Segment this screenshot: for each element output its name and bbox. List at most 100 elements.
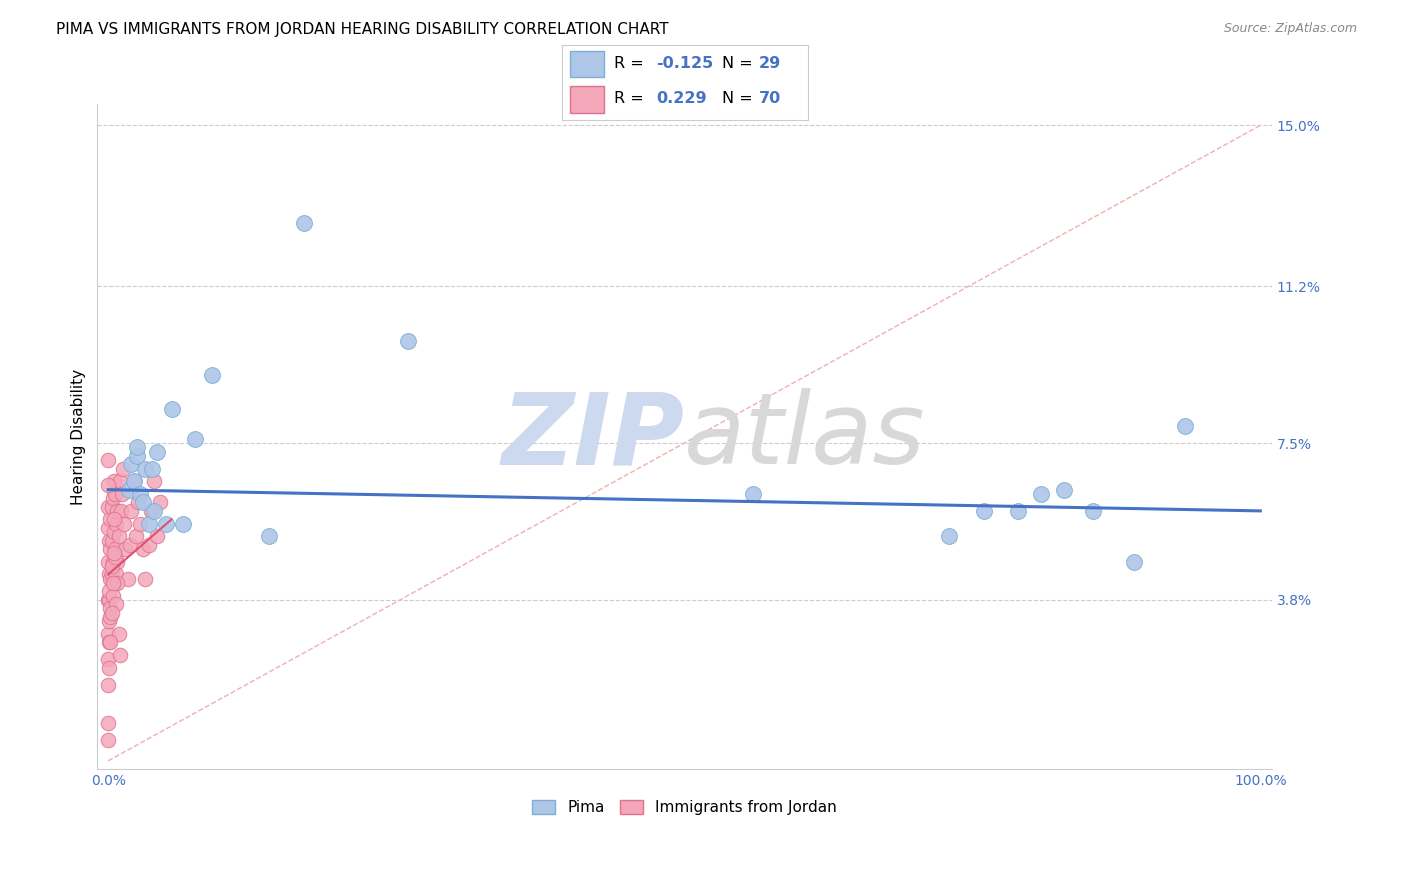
Y-axis label: Hearing Disability: Hearing Disability [72, 368, 86, 505]
Point [742, 487, 765, 501]
Point [97, 677, 120, 691]
Point [1083, 504, 1105, 518]
Point [973, 504, 995, 518]
Point [105, 504, 128, 518]
Point [143, 474, 166, 488]
Point [120, 504, 142, 518]
Point [149, 495, 172, 509]
Point [101, 575, 124, 590]
Point [120, 538, 142, 552]
Point [97, 521, 120, 535]
Point [138, 516, 160, 531]
Point [97, 732, 120, 747]
Point [103, 524, 125, 539]
Text: N =: N = [723, 91, 758, 106]
Point [103, 546, 125, 560]
Point [112, 461, 135, 475]
Point [97, 453, 120, 467]
Point [183, 432, 205, 446]
Point [97, 652, 120, 666]
Point [138, 538, 160, 552]
Point [100, 533, 122, 548]
Point [129, 516, 152, 531]
Point [98, 660, 121, 674]
Point [105, 597, 128, 611]
Text: R =: R = [614, 56, 650, 71]
Point [97, 555, 120, 569]
Point [1122, 555, 1144, 569]
Point [100, 609, 122, 624]
Point [145, 529, 167, 543]
Point [97, 626, 120, 640]
Legend: Pima, Immigrants from Jordan: Pima, Immigrants from Jordan [526, 794, 842, 822]
Point [98, 584, 121, 599]
Point [100, 500, 122, 514]
Point [125, 529, 148, 543]
Point [111, 487, 134, 501]
Point [125, 449, 148, 463]
Point [103, 474, 125, 488]
Point [98, 592, 121, 607]
Point [100, 601, 122, 615]
Point [107, 529, 129, 543]
Point [100, 606, 122, 620]
Point [134, 572, 156, 586]
Point [100, 541, 122, 556]
Point [122, 474, 145, 488]
Point [97, 500, 120, 514]
Text: -0.125: -0.125 [655, 56, 713, 71]
Point [105, 516, 128, 531]
Point [100, 512, 122, 526]
Point [104, 487, 127, 501]
Point [108, 474, 131, 488]
Point [112, 516, 135, 531]
Point [100, 558, 122, 573]
Point [141, 461, 163, 475]
Point [1031, 487, 1053, 501]
Point [122, 474, 145, 488]
Point [1007, 504, 1029, 518]
Point [97, 715, 120, 730]
Point [108, 648, 131, 662]
Point [132, 495, 155, 509]
FancyBboxPatch shape [569, 87, 605, 112]
Point [143, 504, 166, 518]
Point [1053, 483, 1076, 497]
Text: 70: 70 [759, 91, 782, 106]
Text: ZIP: ZIP [502, 388, 685, 485]
Point [117, 572, 139, 586]
Point [97, 592, 120, 607]
Point [105, 575, 128, 590]
Point [101, 555, 124, 569]
Point [938, 529, 960, 543]
Point [110, 504, 132, 518]
Point [292, 216, 315, 230]
Point [139, 504, 162, 518]
Text: 0.229: 0.229 [655, 91, 707, 106]
Point [98, 533, 121, 548]
Point [145, 444, 167, 458]
Point [100, 567, 122, 582]
Point [107, 626, 129, 640]
Point [100, 635, 122, 649]
Point [132, 541, 155, 556]
Point [118, 483, 141, 497]
Point [1174, 419, 1197, 434]
Point [129, 487, 152, 501]
Text: N =: N = [723, 56, 758, 71]
Text: 29: 29 [759, 56, 782, 71]
Point [120, 458, 142, 472]
Point [160, 402, 183, 417]
Point [101, 491, 124, 505]
Text: atlas: atlas [685, 388, 927, 485]
Point [103, 575, 125, 590]
Point [127, 495, 149, 509]
Point [100, 572, 122, 586]
Point [101, 589, 124, 603]
Text: R =: R = [614, 91, 650, 106]
Text: Source: ZipAtlas.com: Source: ZipAtlas.com [1223, 22, 1357, 36]
Point [105, 555, 128, 569]
Point [104, 550, 127, 565]
Point [259, 529, 281, 543]
Text: PIMA VS IMMIGRANTS FROM JORDAN HEARING DISABILITY CORRELATION CHART: PIMA VS IMMIGRANTS FROM JORDAN HEARING D… [56, 22, 669, 37]
